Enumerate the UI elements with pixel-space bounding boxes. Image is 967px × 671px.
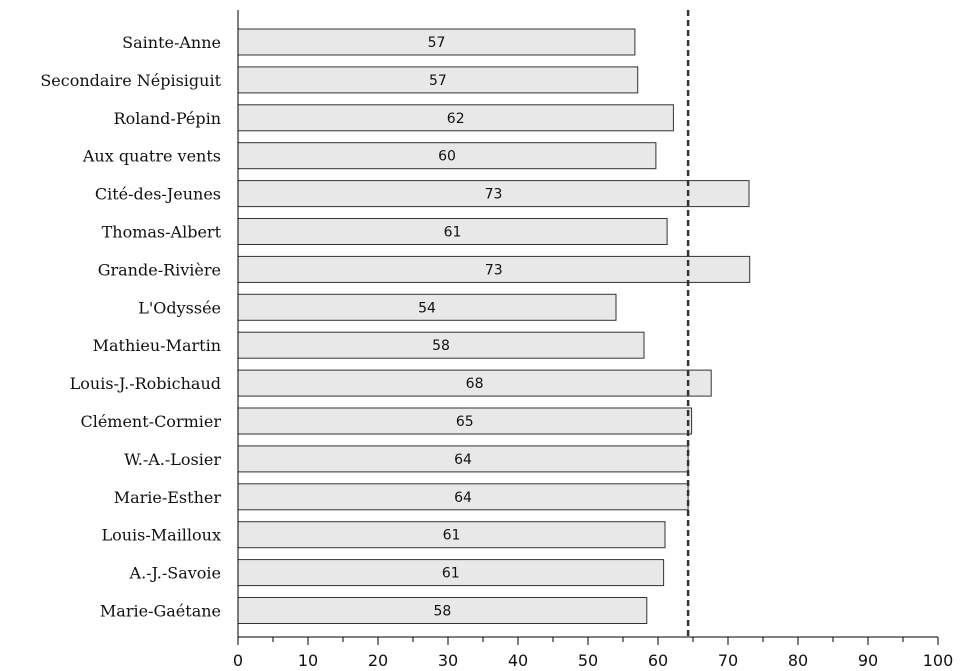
bar-value-label: 61 <box>443 528 461 544</box>
bar-value-label: 65 <box>456 414 474 430</box>
bar-value-label: 64 <box>454 452 472 468</box>
bar <box>237 104 674 132</box>
category-label: Sainte-Anne <box>122 33 221 52</box>
bar <box>237 445 689 473</box>
category-label: Secondaire Népisiguit <box>40 71 221 90</box>
category-label: A.-J.-Savoie <box>129 564 221 583</box>
category-label: Clément-Cormier <box>80 412 221 431</box>
bar <box>237 66 639 94</box>
bar <box>237 255 751 283</box>
bar-value-label: 54 <box>418 300 436 316</box>
x-tick-label: 70 <box>718 651 738 670</box>
x-tick-label: 50 <box>578 651 598 670</box>
x-tick-label: 30 <box>438 651 458 670</box>
bar <box>237 180 750 208</box>
category-labels: Sainte-Anne Secondaire Népisiguit Roland-P… <box>40 33 221 621</box>
category-label: Marie-Gaétane <box>100 602 221 621</box>
bar <box>237 28 636 56</box>
x-tick-label: 90 <box>858 651 878 670</box>
bar <box>237 407 693 435</box>
x-tick-label: 40 <box>508 651 528 670</box>
category-label: Marie-Esther <box>114 488 222 507</box>
bar-value-label: 57 <box>428 35 446 51</box>
category-label: Aux quatre vents <box>82 147 221 166</box>
category-label: Thomas-Albert <box>102 223 222 242</box>
bar-value-label: 62 <box>447 111 465 127</box>
category-label: L'Odyssée <box>138 298 221 317</box>
category-label: W.-A.-Losier <box>124 450 221 469</box>
x-tick-label: 60 <box>648 651 668 670</box>
bar-value-label: 57 <box>429 73 447 89</box>
bar <box>237 521 666 549</box>
bar-value-label: 60 <box>438 149 456 165</box>
bar-value-label: 61 <box>444 225 462 241</box>
bar-value-label: 73 <box>485 262 503 278</box>
bar-value-label: 61 <box>442 566 460 582</box>
bar-value-label: 58 <box>432 338 450 354</box>
category-label: Louis-Mailloux <box>101 526 221 545</box>
bar-value-label: 68 <box>466 376 484 392</box>
bar <box>237 483 689 511</box>
bar-value-label: 58 <box>433 604 451 620</box>
bar <box>237 559 665 587</box>
x-tick-label: 80 <box>788 651 808 670</box>
category-label: Grande-Rivière <box>98 260 221 279</box>
bar <box>237 369 712 397</box>
category-label: Cité-des-Jeunes <box>95 185 221 204</box>
x-tick-label: 100 <box>923 651 954 670</box>
x-tick-label: 10 <box>298 651 318 670</box>
x-tick-label: 20 <box>368 651 388 670</box>
category-label: Louis-J.-Robichaud <box>70 374 221 393</box>
bar-value-label: 64 <box>454 490 472 506</box>
axis-layer: 0 10 20 30 40 50 60 70 80 90 100 <box>233 10 953 670</box>
category-label: Mathieu-Martin <box>93 336 221 355</box>
bar-value-label: 73 <box>485 187 503 203</box>
x-tick-label: 0 <box>233 651 243 670</box>
category-label: Roland-Pépin <box>114 109 221 128</box>
bars-layer: 57 57 62 60 73 61 73 54 58 68 65 64 64 61 61 58 <box>237 28 751 624</box>
bar <box>237 142 657 170</box>
